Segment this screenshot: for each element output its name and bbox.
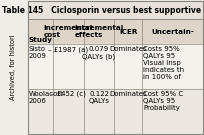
Text: Uncertain-: Uncertain- bbox=[151, 28, 194, 35]
Text: Cost 95% C
QALYs 95
Probability: Cost 95% C QALYs 95 Probability bbox=[143, 91, 183, 111]
Text: Dominates: Dominates bbox=[110, 91, 147, 97]
Text: Sisto
2009: Sisto 2009 bbox=[29, 46, 47, 59]
Text: 0.079
QALYs (b): 0.079 QALYs (b) bbox=[82, 46, 116, 60]
Bar bbox=[28, 44, 203, 89]
Text: Dominates: Dominates bbox=[110, 46, 147, 52]
Text: Incremental
effects: Incremental effects bbox=[74, 25, 124, 38]
Text: Woolacott
2006: Woolacott 2006 bbox=[29, 91, 63, 104]
Bar bbox=[28, 1, 203, 134]
Bar bbox=[28, 19, 203, 44]
Text: Incremental
cost: Incremental cost bbox=[44, 25, 93, 38]
Text: – £1987 (a): – £1987 (a) bbox=[48, 46, 88, 53]
Text: Study: Study bbox=[29, 37, 53, 43]
Text: ICER: ICER bbox=[119, 28, 138, 35]
Text: Costs 95%
QALYs 95
Visual insp
indicates th
in 100% of: Costs 95% QALYs 95 Visual insp indicates… bbox=[143, 46, 184, 80]
Text: 0.122
QALYs: 0.122 QALYs bbox=[89, 91, 110, 104]
Bar bbox=[28, 1, 203, 19]
Text: – £452 (c): – £452 (c) bbox=[51, 91, 86, 97]
Bar bbox=[28, 89, 203, 134]
Text: Table 145   Ciclosporin versus best supportive care –: Table 145 Ciclosporin versus best suppor… bbox=[2, 6, 204, 15]
Text: Archived, for histori: Archived, for histori bbox=[10, 35, 16, 100]
